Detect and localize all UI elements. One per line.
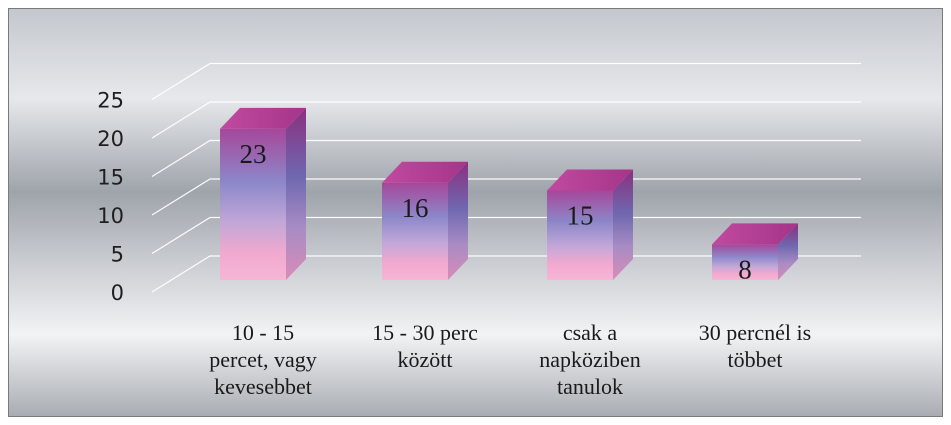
x-category-label: 10 - 15 percet, vagy kevesebbet — [188, 319, 338, 400]
bar-side — [286, 107, 306, 281]
bar-top — [220, 107, 306, 129]
bars — [220, 107, 798, 281]
bar-chart: 0 5 10 15 20 25 23 16 15 8 — [9, 9, 942, 416]
x-category-label-line: percet, vagy — [209, 347, 317, 372]
x-category-label: csak a napköziben tanulok — [515, 319, 665, 400]
y-tick-label: 25 — [97, 89, 124, 113]
x-category-label-line: között — [397, 347, 453, 372]
bar-top — [547, 169, 633, 191]
gridline-15 — [151, 139, 861, 178]
data-label: 15 — [567, 201, 594, 231]
x-category-label-line: csak a — [562, 320, 618, 345]
data-labels: 23 16 15 8 — [240, 139, 752, 285]
y-tick-label: 10 — [97, 204, 124, 228]
bar-side — [448, 161, 468, 280]
gridlines — [151, 62, 861, 293]
x-category-label-line: napköziben — [539, 347, 641, 372]
x-category-label-line: 15 - 30 perc — [372, 320, 478, 345]
bar-front — [547, 190, 613, 280]
bar-2 — [382, 161, 468, 280]
x-category-label-line: többet — [727, 347, 783, 372]
x-category-label-line: 10 - 15 — [231, 320, 295, 345]
x-category-label-line: 30 percnél is — [698, 320, 812, 345]
gridline-10 — [151, 178, 861, 216]
x-category-label-line: kevesebbet — [214, 374, 312, 399]
bar-top — [712, 223, 798, 245]
data-label: 16 — [402, 193, 429, 223]
bar-3 — [547, 169, 633, 280]
y-tick-label: 0 — [111, 281, 124, 305]
bar-1 — [220, 107, 306, 281]
bar-4 — [712, 223, 798, 280]
x-category-label: 30 percnél is többet — [680, 319, 830, 373]
data-label: 23 — [240, 139, 267, 169]
gridline-20 — [151, 101, 861, 139]
y-axis-ticks: 0 5 10 15 20 25 — [97, 89, 124, 306]
bar-side — [613, 169, 633, 280]
gridline-25 — [151, 62, 861, 101]
bar-front — [220, 128, 286, 280]
x-category-label: 15 - 30 perc között — [350, 319, 500, 373]
chart-frame: 0 5 10 15 20 25 23 16 15 8 10 - 15 percet, vagy ke… — [8, 8, 943, 417]
bar-top — [382, 161, 468, 183]
gridline-0 — [151, 255, 861, 293]
y-tick-label: 15 — [97, 166, 124, 190]
chart-background — [9, 9, 942, 416]
gridline-5 — [151, 216, 861, 255]
y-tick-label: 20 — [97, 127, 124, 151]
data-label: 8 — [738, 254, 752, 284]
bar-front — [382, 182, 448, 280]
y-tick-label: 5 — [111, 243, 124, 267]
x-category-label-line: tanulok — [557, 374, 623, 399]
bar-side — [778, 223, 798, 280]
bar-front — [712, 244, 778, 280]
